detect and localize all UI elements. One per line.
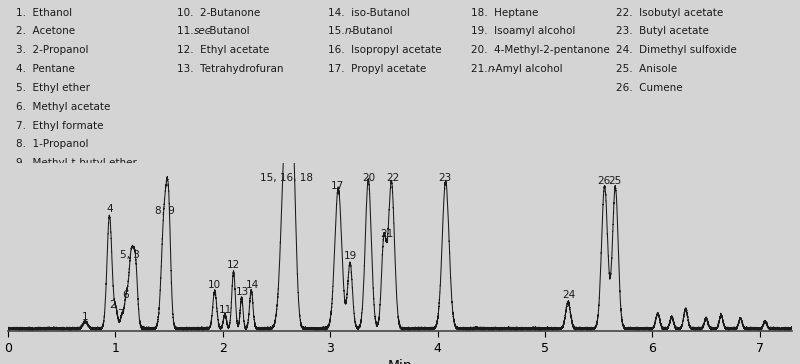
Text: 21: 21 [380,229,394,239]
Text: 17: 17 [331,181,344,191]
Text: 7: 7 [117,309,123,319]
Text: 1.  Ethanol: 1. Ethanol [16,8,72,17]
Text: 6: 6 [122,290,129,300]
Text: 20.  4-Methyl-2-pentanone: 20. 4-Methyl-2-pentanone [470,45,610,55]
Text: 19.  Isoamyl alcohol: 19. Isoamyl alcohol [470,27,575,36]
Text: 22: 22 [386,173,400,183]
Text: 25.  Anisole: 25. Anisole [616,64,677,74]
Text: 23.  Butyl acetate: 23. Butyl acetate [616,27,709,36]
Text: 4.  Pentane: 4. Pentane [16,64,74,74]
Text: 8.  1-Propanol: 8. 1-Propanol [16,139,88,150]
Text: 13: 13 [236,287,250,297]
Text: 4: 4 [106,205,113,214]
Text: 10.  2-Butanone: 10. 2-Butanone [177,8,260,17]
X-axis label: Min: Min [388,359,412,364]
Text: 11.: 11. [177,27,197,36]
Text: -Butanol: -Butanol [206,27,250,36]
Text: 25: 25 [609,177,622,186]
Text: 14.  iso-Butanol: 14. iso-Butanol [328,8,410,17]
Text: 8, 9: 8, 9 [155,206,175,216]
Text: 22.  Isobutyl acetate: 22. Isobutyl acetate [616,8,723,17]
Text: 15.: 15. [328,27,348,36]
Text: 11: 11 [218,305,231,315]
Text: 26.  Cumene: 26. Cumene [616,83,682,93]
Text: 7.  Ethyl formate: 7. Ethyl formate [16,120,103,131]
Text: 26: 26 [597,177,610,186]
Text: 15, 16, 18: 15, 16, 18 [260,173,313,183]
Text: 18.  Heptane: 18. Heptane [470,8,538,17]
Text: 24: 24 [562,290,575,300]
Text: 13.  Tetrahydrofuran: 13. Tetrahydrofuran [177,64,283,74]
Text: 19: 19 [344,251,358,261]
Text: 12: 12 [227,260,240,270]
Text: 16.  Isopropyl acetate: 16. Isopropyl acetate [328,45,442,55]
Text: 12.  Ethyl acetate: 12. Ethyl acetate [177,45,269,55]
Text: 3.  2-Propanol: 3. 2-Propanol [16,45,88,55]
Text: 14: 14 [246,280,259,290]
Text: 23: 23 [438,173,452,183]
Text: -Butanol: -Butanol [350,27,393,36]
Text: 9.  Methyl-t-butyl ether: 9. Methyl-t-butyl ether [16,158,137,168]
Text: sec: sec [194,27,211,36]
Text: 20: 20 [362,173,375,183]
Text: -Amyl alcohol: -Amyl alcohol [492,64,562,74]
Text: 21.: 21. [470,64,490,74]
Text: 5, 3: 5, 3 [120,250,140,260]
Text: n: n [488,64,494,74]
Text: 24.  Dimethyl sulfoxide: 24. Dimethyl sulfoxide [616,45,736,55]
Text: 5.  Ethyl ether: 5. Ethyl ether [16,83,90,93]
Text: 1: 1 [82,312,89,322]
Text: 2.  Acetone: 2. Acetone [16,27,75,36]
Text: 17.  Propyl acetate: 17. Propyl acetate [328,64,426,74]
Text: 2: 2 [110,300,116,310]
Text: 10: 10 [208,280,222,290]
Text: n: n [345,27,352,36]
Text: 6.  Methyl acetate: 6. Methyl acetate [16,102,110,112]
